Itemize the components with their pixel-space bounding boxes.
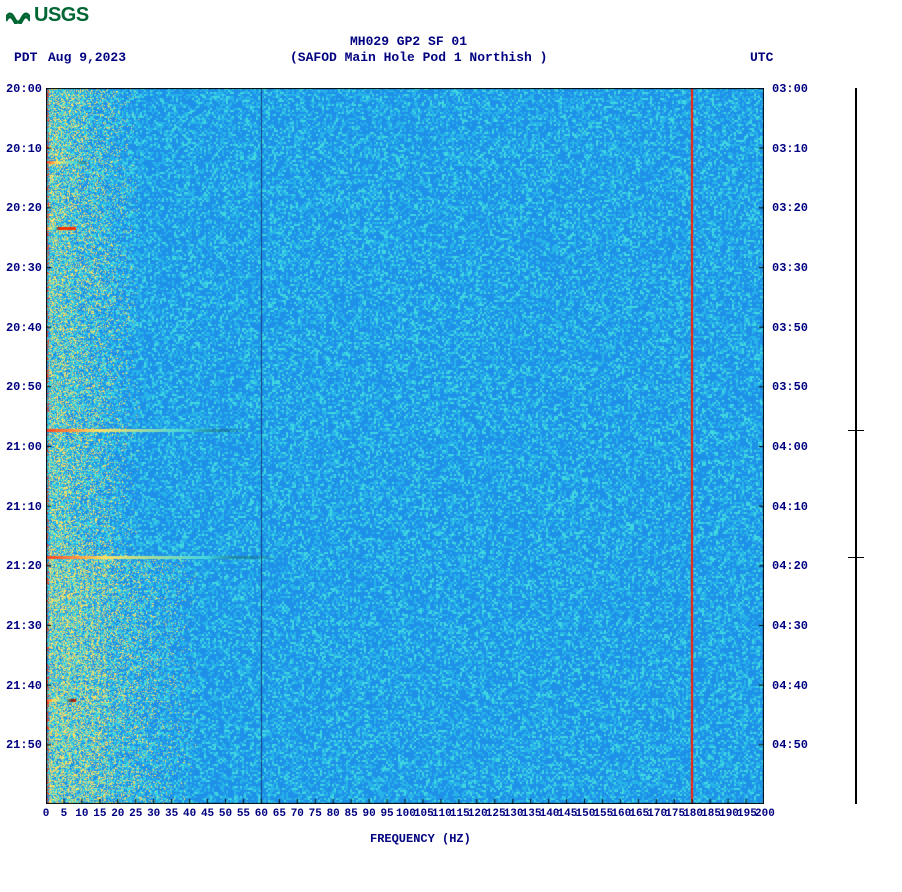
spectrogram-plot xyxy=(46,88,764,804)
x-tick: 115 xyxy=(450,808,468,820)
x-tick: 155 xyxy=(593,808,611,820)
y-tick-right: 04:20 xyxy=(772,559,808,573)
x-tick: 150 xyxy=(576,808,594,820)
x-tick: 60 xyxy=(252,808,270,820)
x-tick: 45 xyxy=(199,808,217,820)
x-tick: 140 xyxy=(540,808,558,820)
x-tick: 120 xyxy=(468,808,486,820)
y-tick-left: 20:50 xyxy=(2,380,42,394)
x-tick: 180 xyxy=(683,808,701,820)
y-tick-left: 21:20 xyxy=(2,559,42,573)
y-tick-left: 21:30 xyxy=(2,619,42,633)
y-tick-right: 03:50 xyxy=(772,380,808,394)
x-tick: 95 xyxy=(378,808,396,820)
y-tick-left: 21:10 xyxy=(2,500,42,514)
station-code: MH029 GP2 SF 01 xyxy=(350,34,467,49)
timezone-left: PDT xyxy=(14,50,37,65)
x-tick: 185 xyxy=(701,808,719,820)
x-tick: 10 xyxy=(73,808,91,820)
x-tick: 90 xyxy=(360,808,378,820)
y-tick-right: 04:40 xyxy=(772,679,808,693)
x-tick: 20 xyxy=(109,808,127,820)
x-tick: 125 xyxy=(486,808,504,820)
y-tick-right: 04:30 xyxy=(772,619,808,633)
x-tick: 135 xyxy=(522,808,540,820)
x-tick: 0 xyxy=(37,808,55,820)
y-tick-left: 20:40 xyxy=(2,321,42,335)
x-tick: 35 xyxy=(163,808,181,820)
y-tick-right: 03:30 xyxy=(772,261,808,275)
x-tick: 30 xyxy=(145,808,163,820)
x-tick: 70 xyxy=(288,808,306,820)
y-tick-left: 21:00 xyxy=(2,440,42,454)
y-tick-left: 20:20 xyxy=(2,201,42,215)
x-tick: 85 xyxy=(342,808,360,820)
x-tick: 175 xyxy=(665,808,683,820)
y-tick-right: 04:00 xyxy=(772,440,808,454)
y-tick-right: 03:50 xyxy=(772,321,808,335)
y-tick-left: 20:00 xyxy=(2,82,42,96)
y-tick-right: 04:50 xyxy=(772,738,808,752)
timezone-right: UTC xyxy=(750,50,773,65)
date-label: Aug 9,2023 xyxy=(48,50,126,65)
x-tick: 160 xyxy=(611,808,629,820)
y-tick-left: 20:10 xyxy=(2,142,42,156)
x-tick: 165 xyxy=(629,808,647,820)
y-tick-right: 03:00 xyxy=(772,82,808,96)
y-tick-left: 21:40 xyxy=(2,679,42,693)
x-tick: 65 xyxy=(270,808,288,820)
x-tick: 5 xyxy=(55,808,73,820)
x-tick: 80 xyxy=(324,808,342,820)
x-tick: 50 xyxy=(217,808,235,820)
y-tick-right: 04:10 xyxy=(772,500,808,514)
usgs-logo: USGS xyxy=(6,4,89,27)
x-tick: 15 xyxy=(91,808,109,820)
usgs-logo-text: USGS xyxy=(34,4,89,27)
station-name: (SAFOD Main Hole Pod 1 Northish ) xyxy=(290,50,547,65)
x-tick: 200 xyxy=(755,808,773,820)
side-scale-tick xyxy=(848,430,864,431)
side-scale-tick xyxy=(848,557,864,558)
y-tick-left: 20:30 xyxy=(2,261,42,275)
x-tick: 105 xyxy=(414,808,432,820)
x-tick: 100 xyxy=(396,808,414,820)
y-tick-left: 21:50 xyxy=(2,738,42,752)
x-tick: 40 xyxy=(181,808,199,820)
y-tick-right: 03:10 xyxy=(772,142,808,156)
side-scale-bar xyxy=(855,88,857,804)
usgs-wave-icon xyxy=(6,8,30,24)
x-tick: 195 xyxy=(737,808,755,820)
spectrogram-canvas xyxy=(46,88,764,804)
x-tick: 55 xyxy=(234,808,252,820)
x-tick: 25 xyxy=(127,808,145,820)
x-tick: 75 xyxy=(306,808,324,820)
x-tick: 190 xyxy=(719,808,737,820)
x-tick: 130 xyxy=(504,808,522,820)
x-tick: 145 xyxy=(558,808,576,820)
y-tick-right: 03:20 xyxy=(772,201,808,215)
x-axis-label: FREQUENCY (HZ) xyxy=(370,832,471,846)
x-tick: 170 xyxy=(647,808,665,820)
x-tick: 110 xyxy=(432,808,450,820)
